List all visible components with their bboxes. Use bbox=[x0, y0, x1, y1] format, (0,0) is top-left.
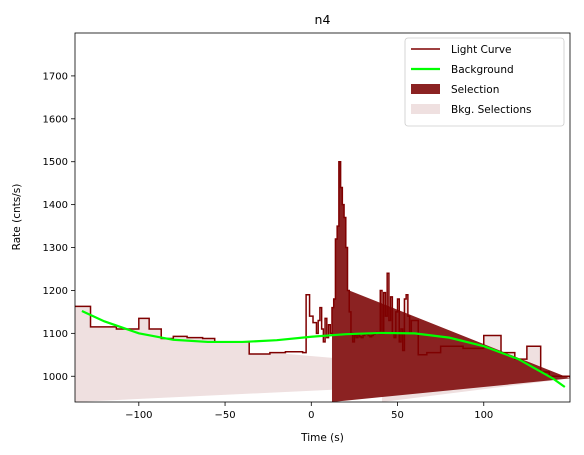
legend-label-background: Background bbox=[451, 64, 514, 76]
y-tick-label: 1600 bbox=[43, 114, 68, 125]
x-axis: −100 −50 0 50 100 bbox=[125, 402, 493, 421]
y-tick-label: 1100 bbox=[43, 329, 68, 340]
x-tick-label: −50 bbox=[214, 410, 235, 421]
x-tick-label: 0 bbox=[308, 410, 314, 421]
plot-frame bbox=[74, 32, 571, 403]
y-axis-label: Rate (cnts/s) bbox=[11, 184, 23, 251]
selection-region-fill bbox=[331, 161, 570, 402]
y-tick-label: 1000 bbox=[43, 372, 68, 383]
y-tick-label: 1500 bbox=[43, 157, 68, 168]
selection-region bbox=[331, 161, 570, 402]
y-axis: 1000 1100 1200 1300 1400 1500 1600 1700 bbox=[43, 71, 75, 383]
legend-label-light-curve: Light Curve bbox=[451, 44, 512, 56]
plot-area bbox=[75, 160, 570, 402]
legend: Light Curve Background Selection Bkg. Selec… bbox=[404, 37, 565, 127]
x-tick-label: 100 bbox=[474, 410, 493, 421]
y-tick-label: 1700 bbox=[43, 71, 68, 82]
legend-label-selection: Selection bbox=[451, 84, 499, 96]
y-tick-label: 1300 bbox=[43, 243, 68, 254]
legend-box bbox=[404, 37, 565, 127]
background-line bbox=[81, 310, 566, 388]
y-tick-label: 1200 bbox=[43, 286, 68, 297]
x-tick-label: 50 bbox=[391, 410, 404, 421]
legend-swatch-selection bbox=[411, 84, 440, 94]
x-axis-label: Time (s) bbox=[300, 432, 344, 444]
chart-title: n4 bbox=[315, 12, 331, 27]
x-tick-label: −100 bbox=[125, 410, 152, 421]
y-tick-label: 1400 bbox=[43, 200, 68, 211]
legend-swatch-bkg-selections bbox=[411, 104, 440, 114]
legend-label-bkg-selections: Bkg. Selections bbox=[451, 104, 531, 116]
